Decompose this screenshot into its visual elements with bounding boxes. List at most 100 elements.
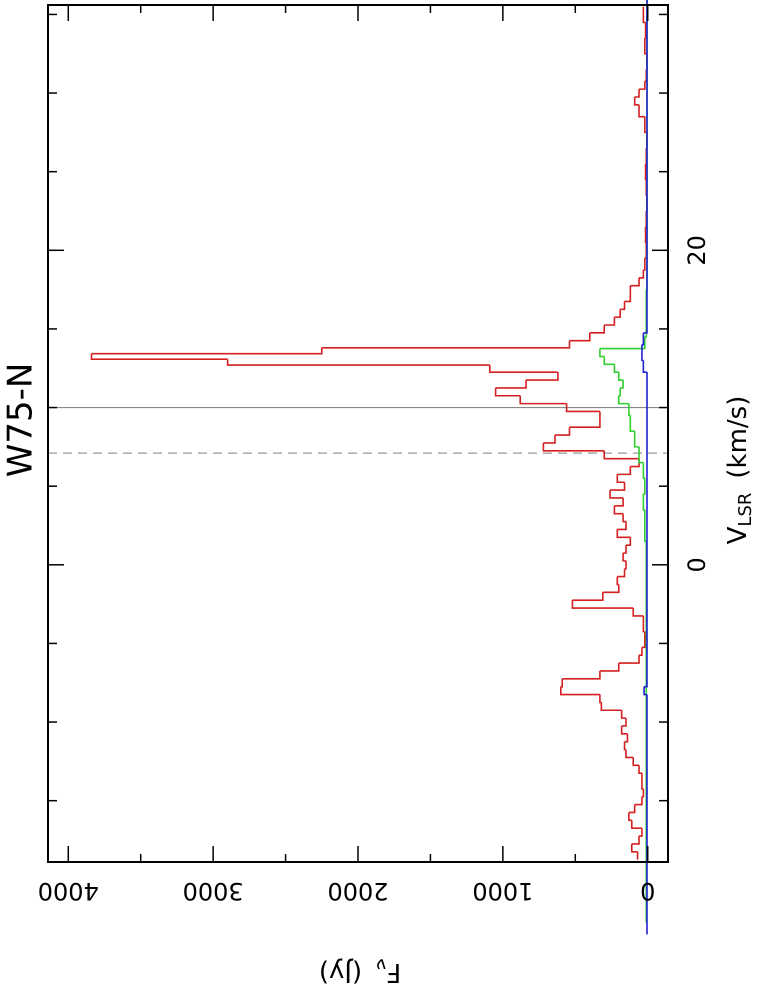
spectrum-bin [614,309,621,318]
spectrum-bin [610,482,626,491]
spectrum-bin [618,387,621,397]
y-tick-label: 4000 [38,877,99,905]
spectrum-bin [617,521,627,531]
spectrum-bin [643,478,646,495]
spectrum-bin [632,608,644,617]
spectrum-bin [625,749,634,759]
spectrum-bin [638,104,645,118]
spectrum-bin [616,474,625,484]
spectrum-bin [641,332,645,346]
spectrum-bin [641,781,644,790]
spectrum-bin [634,796,643,806]
x-label-main: V [723,526,753,544]
spectrum-bin [226,359,490,366]
spectrum-bin [599,663,620,672]
spectrum-bin [632,757,640,767]
y-axis-label: Fν (Jy) [319,954,401,988]
spectrum-bin [643,171,648,334]
spectrum-bin [562,670,601,680]
spectrum-bin [643,686,647,696]
spectrum-bin [617,466,632,476]
spectrum-bin [644,529,648,688]
spectrum-bin [560,678,564,688]
spectrum-bin [494,387,521,397]
spectrum-bin [638,765,642,774]
spectrum-bin [617,568,626,578]
spectrum-bin [639,828,643,837]
y-tick-label: 0 [640,877,655,905]
spectrum-bin [603,450,640,460]
spectrum-bin [620,710,626,719]
spectrum-bin [589,324,606,334]
y-label-sub: ν [376,954,386,975]
spectrum-bin [644,22,647,39]
spectrum-bin [644,509,647,543]
spectrum-bin [572,592,604,601]
x-label-unit: (km/s) [723,396,753,479]
spectrum-bin [639,269,645,279]
spectrum-bin [639,81,646,90]
spectrum-bin [630,277,640,287]
spectrum-bin [631,836,640,845]
spectrum-bin [629,415,635,432]
spectrum-bin [569,332,591,342]
spectrum-bin [644,163,647,181]
spectrum-bin [624,733,629,743]
chart-title: W75-N [1,363,41,478]
spectrum-bin [623,545,627,554]
spectrum-bin [643,258,646,271]
x-tick-label: 20 [683,235,711,266]
spectrum-bin [624,293,632,303]
x-tick-label: 0 [683,557,711,572]
spectrum-bin [638,446,644,464]
y-tick-label: 2000 [327,877,388,905]
spectrum-bin [630,820,642,829]
spectrum-bin [642,462,645,480]
spectrum-bin [90,353,228,360]
spectrum-bin [543,435,556,444]
spectrum-bin [617,395,629,405]
spectrum-bin [599,336,646,350]
spectrum-bin [628,804,636,814]
spectrum-bin [642,6,646,24]
spectrum-bin [639,647,643,657]
spectrum-bin [599,694,602,704]
spectrum-bin [620,380,624,389]
spectrum-bin [624,560,627,570]
spectrum-bin [603,356,615,366]
spectrum-bin [599,348,605,358]
spectrum-bin [616,576,619,586]
spectrum-bin [621,718,627,727]
spectrum-bin [634,89,640,98]
spectrum-bin [633,96,640,106]
spectrum-bin [560,686,600,696]
spectrum-bin [625,537,632,546]
spectrum-bin [489,365,558,373]
spectrum-bin [623,741,626,751]
spectrum-bin [600,702,622,712]
spectrum-bin [642,360,647,373]
y-tick-label: 1000 [472,877,533,905]
spectrum-bin [620,301,626,311]
spectrum-bin [628,403,631,417]
spectrum-bin [91,347,323,355]
spectrum-bin [613,505,624,515]
spectrum-bin [526,372,559,381]
x-label-sub: LSR [735,493,756,527]
spectrum-bin [613,364,619,373]
spectrum-bin [622,513,626,523]
y-tick-label: 3000 [183,877,244,905]
y-label-unit: (Jy) [319,958,362,988]
spectrum-bin [620,725,628,735]
spectrum-bin [645,148,648,165]
y-label-main: F [386,958,401,988]
spectrum-bin [321,340,571,349]
spectrum-bin [495,380,527,389]
spectrum-bin [569,419,601,429]
spectrum-bin [617,372,624,381]
spectrum-bin [602,584,620,594]
spectrum-bin [642,494,645,511]
spectrum-bin [644,226,647,244]
